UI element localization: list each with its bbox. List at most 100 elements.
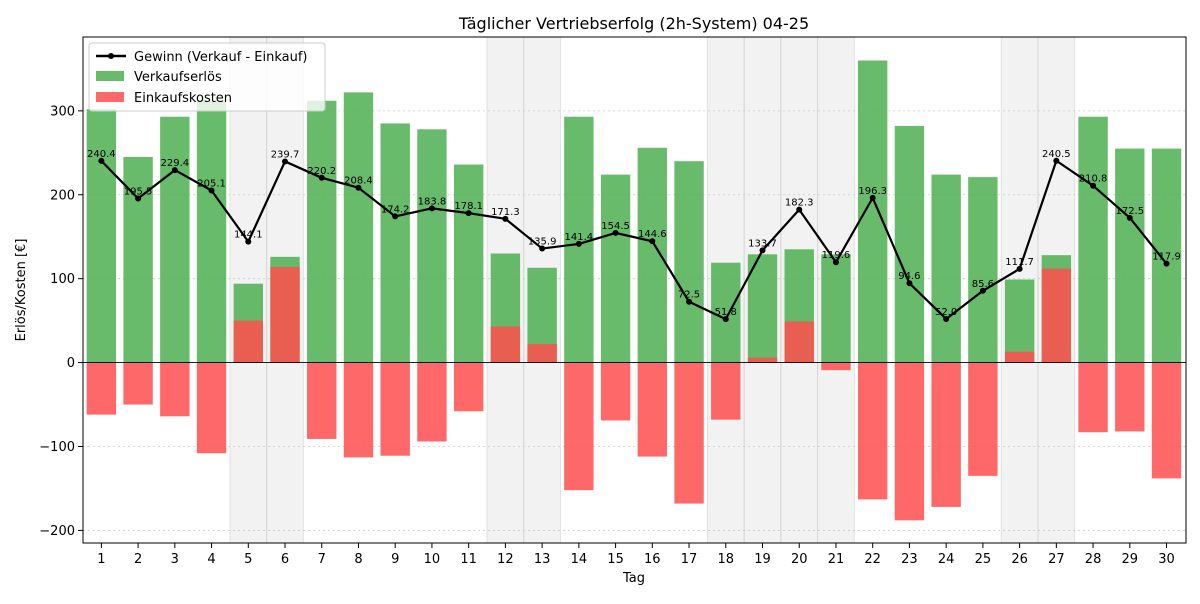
x-tick-label: 3: [171, 552, 179, 567]
revenue-bar: [711, 262, 741, 363]
cost-bar: [123, 362, 153, 405]
x-tick-label: 10: [424, 552, 441, 567]
plot-frame: [82, 36, 1187, 544]
cost-bar: [1041, 268, 1072, 363]
y-axis-title: Erlös/Kosten [€]: [14, 239, 29, 342]
legend: Gewinn (Verkauf - Einkauf) Verkaufserlös…: [88, 42, 326, 112]
revenue-bar: [637, 147, 668, 363]
cost-bar: [417, 362, 447, 442]
x-tick-label: 19: [754, 552, 771, 567]
profit-point: [392, 213, 399, 220]
cost-bar: [1151, 362, 1182, 479]
profit-data-label: 85.6: [972, 279, 994, 290]
cost-bar: [343, 362, 374, 458]
legend-label-profit: Gewinn (Verkauf - Einkauf): [134, 50, 307, 65]
profit-data-label: 208.4: [344, 176, 373, 187]
revenue-bar: [931, 174, 961, 363]
legend-swatch-revenue: [96, 71, 124, 81]
profit-point: [796, 206, 803, 213]
cost-bar: [1115, 362, 1145, 432]
revenue-bar: [747, 254, 778, 363]
x-tick-label: 5: [244, 552, 252, 567]
cost-bar: [453, 362, 484, 412]
profit-data-label: 195.5: [124, 187, 153, 198]
cost-bar: [968, 362, 998, 476]
revenue-bar: [1151, 148, 1182, 363]
profit-point: [98, 157, 105, 164]
cost-bar: [784, 321, 814, 363]
x-axis: 1 2 3 4 5 6 7 8 9 10 11 12 13 14 15 16 17 18 19 20 21 22 23 24 2…: [97, 543, 1175, 567]
profit-point: [171, 167, 178, 174]
profit-data-label: 183.8: [418, 196, 447, 207]
profit-data-label: 240.4: [87, 149, 116, 160]
profit-point: [208, 187, 215, 194]
cost-bar: [600, 362, 631, 421]
profit-data-label: 144.1: [234, 230, 263, 241]
profit-data-label: 111.7: [1005, 257, 1034, 268]
cost-bar: [527, 344, 557, 363]
profit-point: [722, 316, 729, 323]
profit-data-label: 135.9: [528, 237, 557, 248]
profit-point: [979, 287, 986, 294]
bars-layer: [86, 60, 1182, 521]
profit-point: [428, 205, 435, 212]
profit-point: [906, 280, 913, 287]
revenue-bar: [86, 109, 117, 363]
cost-bar: [674, 362, 704, 504]
profit-data-label: 52.0: [935, 307, 957, 318]
profit-data-label: 72.5: [678, 290, 700, 301]
x-tick-label: 4: [207, 552, 215, 567]
x-tick-label: 28: [1085, 552, 1102, 567]
profit-data-label: 154.5: [601, 221, 630, 232]
cost-bar: [270, 266, 300, 363]
profit-point: [1126, 214, 1133, 221]
profit-point: [1090, 182, 1097, 189]
revenue-bar: [380, 123, 410, 363]
x-tick-label: 20: [791, 552, 808, 567]
profit-data-label: 119.6: [822, 250, 851, 261]
y-axis: −200 −100 0 100 200 300: [39, 104, 83, 539]
y-tick-label: 200: [50, 188, 75, 203]
revenue-bar: [674, 161, 704, 363]
x-tick-label: 12: [497, 552, 514, 567]
x-tick-label: 6: [281, 552, 289, 567]
cost-bar: [307, 362, 337, 439]
profit-point: [649, 238, 656, 245]
profit-point: [1053, 157, 1060, 164]
x-tick-label: 16: [644, 552, 661, 567]
y-tick-label: 300: [50, 104, 75, 119]
x-tick-label: 26: [1011, 552, 1028, 567]
profit-data-label: 196.3: [858, 186, 887, 197]
cost-bar: [1078, 362, 1108, 433]
profit-data-label: 178.1: [454, 201, 483, 212]
profit-point: [355, 184, 362, 191]
x-tick-label: 2: [134, 552, 142, 567]
profit-data-label: 174.2: [381, 204, 410, 215]
x-axis-title: Tag: [622, 571, 645, 586]
x-tick-label: 21: [828, 552, 845, 567]
x-tick-label: 18: [718, 552, 735, 567]
profit-point: [575, 240, 582, 247]
profit-data-label: 229.4: [161, 158, 190, 169]
cost-bar: [196, 362, 227, 454]
revenue-bar: [453, 164, 484, 363]
cost-bar: [821, 362, 851, 371]
profit-data-label: 51.8: [715, 307, 737, 318]
profit-point: [465, 210, 472, 217]
profit-point: [1016, 265, 1023, 272]
x-tick-label: 15: [607, 552, 624, 567]
x-tick-label: 17: [681, 552, 698, 567]
profit-point: [539, 245, 546, 252]
profit-data-label: 182.3: [785, 198, 814, 209]
profit-point: [869, 194, 876, 201]
revenue-bar: [894, 125, 925, 363]
cost-bar: [86, 362, 117, 415]
profit-point: [318, 174, 325, 181]
profit-point: [245, 238, 252, 245]
revenue-bar: [564, 116, 594, 363]
cost-bar: [564, 362, 594, 491]
profit-data-label: 240.5: [1042, 149, 1071, 160]
profit-data-label: 117.9: [1152, 252, 1181, 263]
profit-data-label: 171.3: [491, 207, 520, 218]
